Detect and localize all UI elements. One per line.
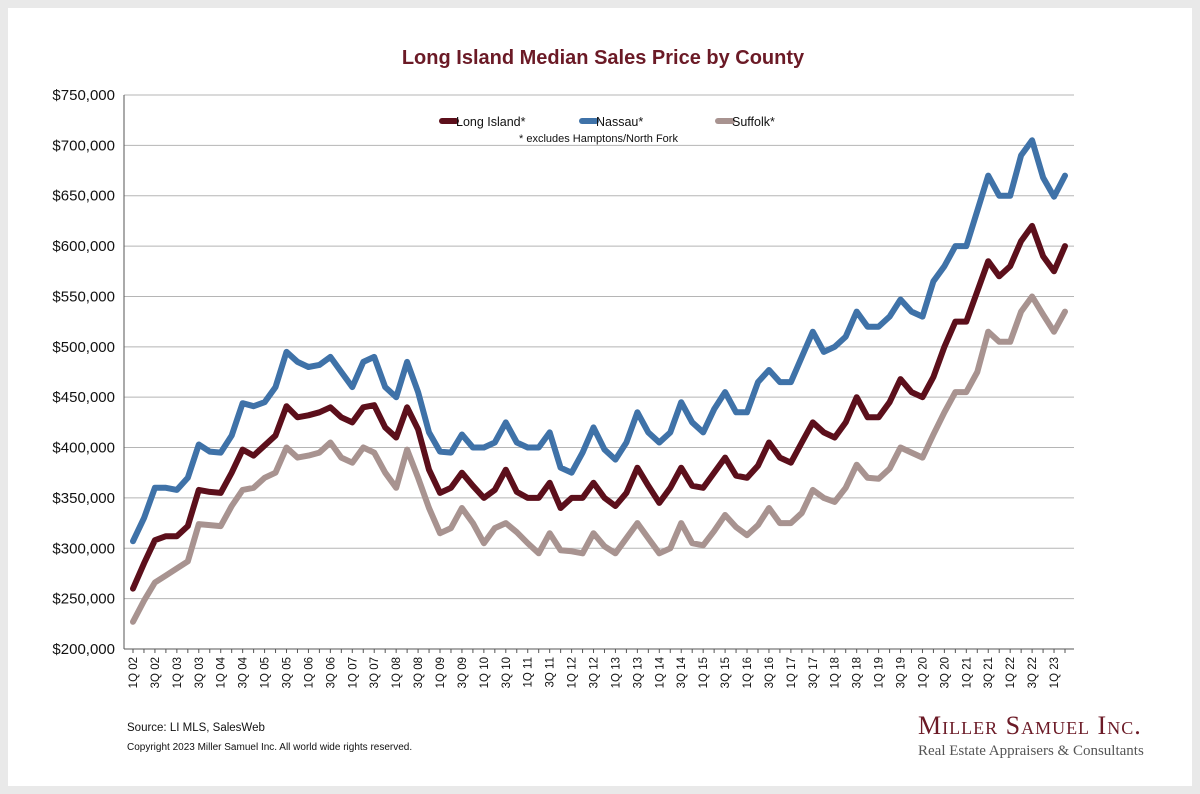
x-tick-label: 1Q 02 (128, 657, 140, 688)
brand-name: Miller Samuel Inc. (918, 711, 1142, 740)
x-tick-label: 1Q 04 (216, 656, 228, 688)
legend-label-suffolk: Suffolk* (732, 115, 775, 129)
chart-title: Long Island Median Sales Price by County (401, 47, 805, 69)
x-tick-label: 3Q 08 (413, 657, 425, 688)
y-tick-label: $600,000 (52, 238, 115, 255)
x-tick-label: 3Q 13 (632, 657, 644, 688)
x-tick-label: 3Q 07 (369, 657, 381, 688)
x-tick-label: 3Q 06 (325, 657, 337, 688)
legend-label-long-island: Long Island* (456, 115, 526, 129)
x-tick-label: 3Q 16 (764, 657, 776, 688)
x-tick-label: 3Q 21 (983, 657, 995, 688)
brand-logo: Miller Samuel Inc. Real Estate Appraiser… (918, 711, 1158, 760)
y-tick-label: $350,000 (52, 490, 115, 507)
x-tick-label: 1Q 11 (523, 657, 535, 687)
x-tick-label: 3Q 22 (1027, 657, 1039, 688)
y-tick-label: $450,000 (52, 389, 115, 406)
x-tick-label: 3Q 11 (545, 657, 557, 687)
series-line-nassau (130, 137, 1068, 545)
y-tick-label: $400,000 (52, 440, 115, 457)
x-tick-label: 1Q 08 (391, 657, 403, 688)
x-tick-label: 3Q 04 (238, 656, 250, 688)
series-line-long-island (130, 222, 1068, 592)
x-tick-label: 1Q 20 (917, 657, 929, 688)
x-tick-label: 3Q 05 (282, 657, 294, 688)
x-tick-label: 1Q 19 (874, 657, 886, 688)
x-tick-label: 1Q 18 (830, 657, 842, 688)
y-tick-label: $200,000 (52, 641, 115, 658)
legend-note: * excludes Hamptons/North Fork (519, 133, 678, 145)
x-tick-label: 1Q 14 (654, 656, 666, 688)
x-tick-label: 1Q 06 (303, 657, 315, 688)
y-tick-label: $300,000 (52, 540, 115, 557)
x-tick-label: 3Q 20 (939, 657, 951, 688)
x-tick-label: 3Q 02 (150, 657, 162, 688)
x-tick-label: 1Q 21 (961, 657, 973, 688)
y-tick-label: $550,000 (52, 288, 115, 305)
x-tick-label: 1Q 15 (698, 657, 710, 688)
x-tick-label: 1Q 12 (567, 657, 579, 688)
legend-label-nassau: Nassau* (596, 115, 643, 129)
x-tick-label: 1Q 22 (1005, 657, 1017, 688)
x-tick-label: 3Q 12 (589, 657, 601, 688)
source-note: Source: LI MLS, SalesWeb (127, 722, 265, 734)
x-tick-label: 1Q 10 (479, 657, 491, 688)
y-tick-label: $750,000 (52, 87, 115, 104)
x-tick-label: 3Q 10 (501, 657, 513, 688)
x-tick-label: 1Q 03 (172, 657, 184, 688)
copyright-note: Copyright 2023 Miller Samuel Inc. All wo… (127, 742, 413, 753)
x-tick-label: 1Q 05 (260, 657, 272, 688)
y-tick-label: $650,000 (52, 188, 115, 205)
x-tick-label: 1Q 17 (786, 657, 798, 688)
x-tick-label: 1Q 07 (347, 657, 359, 688)
x-tick-label: 1Q 23 (1049, 657, 1061, 688)
x-tick-label: 3Q 17 (808, 657, 820, 688)
x-tick-label: 3Q 19 (896, 657, 908, 688)
x-tick-label: 1Q 16 (742, 657, 754, 688)
x-tick-label: 3Q 14 (676, 656, 688, 688)
x-tick-label: 1Q 09 (435, 657, 447, 688)
y-tick-label: $500,000 (52, 339, 115, 356)
y-tick-label: $700,000 (52, 137, 115, 154)
brand-tagline: Real Estate Appraisers & Consultants (918, 743, 1144, 759)
x-tick-label: 3Q 15 (720, 657, 732, 688)
x-tick-label: 3Q 03 (194, 657, 206, 688)
x-tick-label: 3Q 09 (457, 657, 469, 688)
series-line-suffolk (130, 293, 1068, 625)
x-tick-label: 3Q 18 (852, 657, 864, 688)
y-tick-label: $250,000 (52, 591, 115, 608)
x-tick-label: 1Q 13 (610, 657, 622, 688)
